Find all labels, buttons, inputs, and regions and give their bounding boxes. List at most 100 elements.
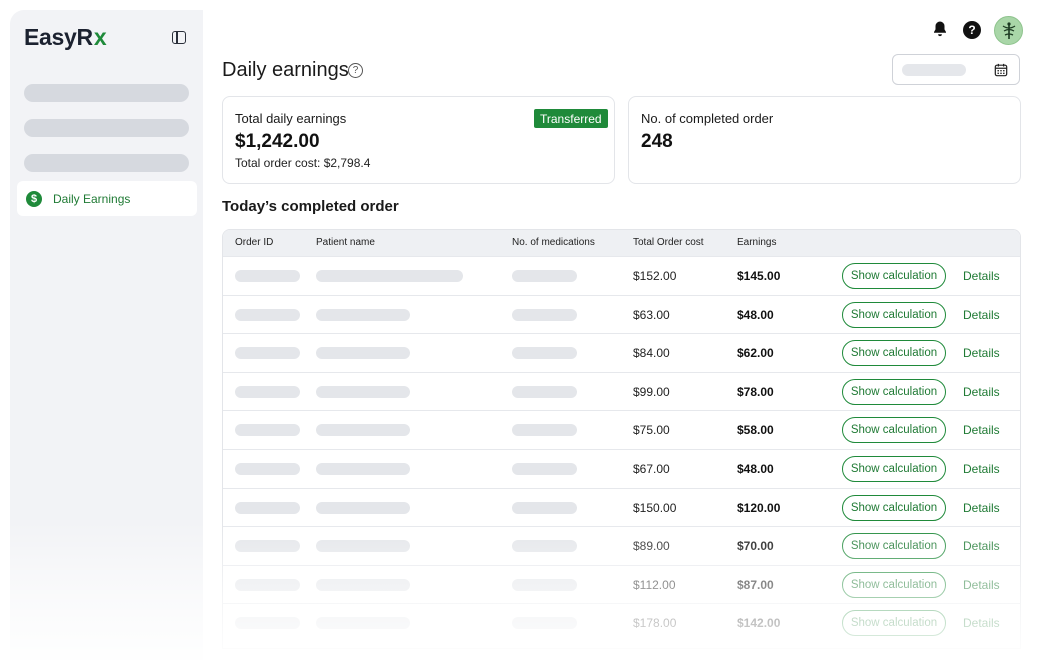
earnings-subtext: Total order cost: $2,798.4	[235, 156, 371, 170]
sidebar-toggle-icon[interactable]	[172, 31, 186, 44]
sidebar-item-label: Daily Earnings	[53, 191, 131, 206]
medications-placeholder	[512, 424, 577, 437]
dollar-circle-icon: $	[26, 190, 42, 207]
orders-table: Order ID Patient name No. of medications…	[222, 229, 1021, 649]
table-row: $112.00 $87.00 Show calculation Details	[223, 564, 1020, 603]
medications-placeholder	[512, 385, 577, 398]
order-cost: $99.00	[633, 384, 670, 399]
order-cost: $67.00	[633, 462, 670, 476]
medications-placeholder	[512, 617, 577, 630]
order-id-placeholder	[235, 347, 300, 360]
show-calculation-button[interactable]: Show calculation	[842, 301, 946, 328]
details-link[interactable]: Details	[963, 462, 1000, 476]
medications-placeholder	[512, 308, 577, 321]
show-calculation-button[interactable]: Show calculation	[842, 571, 946, 598]
patient-name-placeholder	[316, 424, 410, 437]
order-id-placeholder	[235, 578, 300, 591]
table-header: Order ID Patient name No. of medications…	[223, 230, 1020, 256]
order-id-placeholder	[235, 463, 300, 475]
details-link[interactable]: Details	[963, 539, 1000, 554]
date-picker[interactable]	[892, 54, 1020, 85]
table-row: $89.00 $70.00 Show calculation Details	[223, 526, 1020, 564]
show-calculation-button[interactable]: Show calculation	[842, 533, 946, 560]
column-header: Patient name	[316, 237, 375, 248]
order-id-placeholder	[235, 385, 300, 398]
patient-name-placeholder	[316, 308, 410, 321]
medications-placeholder	[512, 463, 577, 475]
medications-placeholder	[512, 501, 577, 514]
table-row: $99.00 $78.00 Show calculation Details	[223, 371, 1020, 410]
patient-name-placeholder	[316, 578, 410, 591]
sidebar-item-placeholder[interactable]	[24, 119, 189, 137]
details-link[interactable]: Details	[963, 307, 1000, 322]
details-link[interactable]: Details	[963, 423, 1000, 438]
order-cost: $150.00	[633, 500, 677, 515]
show-calculation-button[interactable]: Show calculation	[842, 610, 946, 637]
patient-name-placeholder	[316, 617, 410, 630]
order-earnings: $70.00	[737, 539, 774, 554]
order-id-placeholder	[235, 270, 300, 282]
details-link[interactable]: Details	[963, 269, 1000, 283]
sidebar-item-placeholder[interactable]	[24, 154, 189, 172]
details-link[interactable]: Details	[963, 616, 1000, 631]
caduceus-icon	[1002, 21, 1015, 39]
show-calculation-button[interactable]: Show calculation	[842, 417, 946, 444]
order-cost: $152.00	[633, 269, 677, 283]
details-link[interactable]: Details	[963, 346, 1000, 361]
logo[interactable]: EasyRx	[24, 24, 107, 50]
bell-icon[interactable]	[931, 20, 949, 38]
order-earnings: $62.00	[737, 346, 774, 361]
order-id-placeholder	[235, 424, 300, 437]
table-row: $63.00 $48.00 Show calculation Details	[223, 294, 1020, 333]
medications-placeholder	[512, 347, 577, 360]
order-cost: $63.00	[633, 307, 670, 322]
medications-placeholder	[512, 540, 577, 553]
order-id-placeholder	[235, 501, 300, 514]
patient-name-placeholder	[316, 385, 410, 398]
sidebar-item-placeholder[interactable]	[24, 84, 189, 102]
order-cost: $178.00	[633, 616, 677, 631]
order-earnings: $120.00	[737, 500, 781, 515]
table-row: $152.00 $145.00 Show calculation Details	[223, 256, 1020, 294]
patient-name-placeholder	[316, 463, 410, 475]
details-link[interactable]: Details	[963, 500, 1000, 515]
table-row: $84.00 $62.00 Show calculation Details	[223, 333, 1020, 371]
column-header: Total Order cost	[633, 237, 704, 248]
order-earnings: $87.00	[737, 577, 774, 592]
earnings-card: Total daily earnings Transferred $1,242.…	[222, 96, 615, 184]
order-cost: $112.00	[633, 577, 676, 592]
orders-card: No. of completed order 248	[628, 96, 1021, 184]
order-cost: $89.00	[633, 539, 670, 554]
medications-placeholder	[512, 578, 577, 591]
show-calculation-button[interactable]: Show calculation	[842, 494, 946, 521]
status-badge: Transferred	[534, 109, 608, 128]
order-earnings: $48.00	[737, 462, 774, 476]
order-earnings: $78.00	[737, 384, 774, 399]
order-earnings: $58.00	[737, 423, 774, 438]
avatar[interactable]	[994, 16, 1023, 45]
show-calculation-button[interactable]: Show calculation	[842, 456, 946, 482]
details-link[interactable]: Details	[963, 577, 1000, 592]
order-id-placeholder	[235, 540, 300, 553]
orders-card-title: No. of completed order	[641, 111, 774, 126]
patient-name-placeholder	[316, 347, 410, 360]
show-calculation-button[interactable]: Show calculation	[842, 378, 946, 405]
order-earnings: $48.00	[737, 307, 774, 322]
details-link[interactable]: Details	[963, 384, 1000, 399]
earnings-value: $1,242.00	[235, 131, 320, 152]
help-circle-icon[interactable]: ?	[348, 63, 363, 78]
sidebar-item-daily-earnings[interactable]: $ Daily Earnings	[17, 181, 197, 216]
sidebar: EasyRx $ Daily Earnings	[10, 10, 203, 660]
table-row: $75.00 $58.00 Show calculation Details	[223, 410, 1020, 448]
order-id-placeholder	[235, 308, 300, 321]
column-header: Earnings	[737, 237, 777, 248]
show-calculation-button[interactable]: Show calculation	[842, 263, 946, 289]
help-icon[interactable]: ?	[963, 21, 981, 39]
patient-name-placeholder	[316, 540, 410, 553]
order-earnings: $142.00	[737, 616, 781, 631]
date-placeholder	[902, 64, 966, 76]
show-calculation-button[interactable]: Show calculation	[842, 340, 946, 367]
medications-placeholder	[512, 270, 577, 282]
order-cost: $84.00	[633, 346, 670, 361]
patient-name-placeholder	[316, 270, 463, 282]
